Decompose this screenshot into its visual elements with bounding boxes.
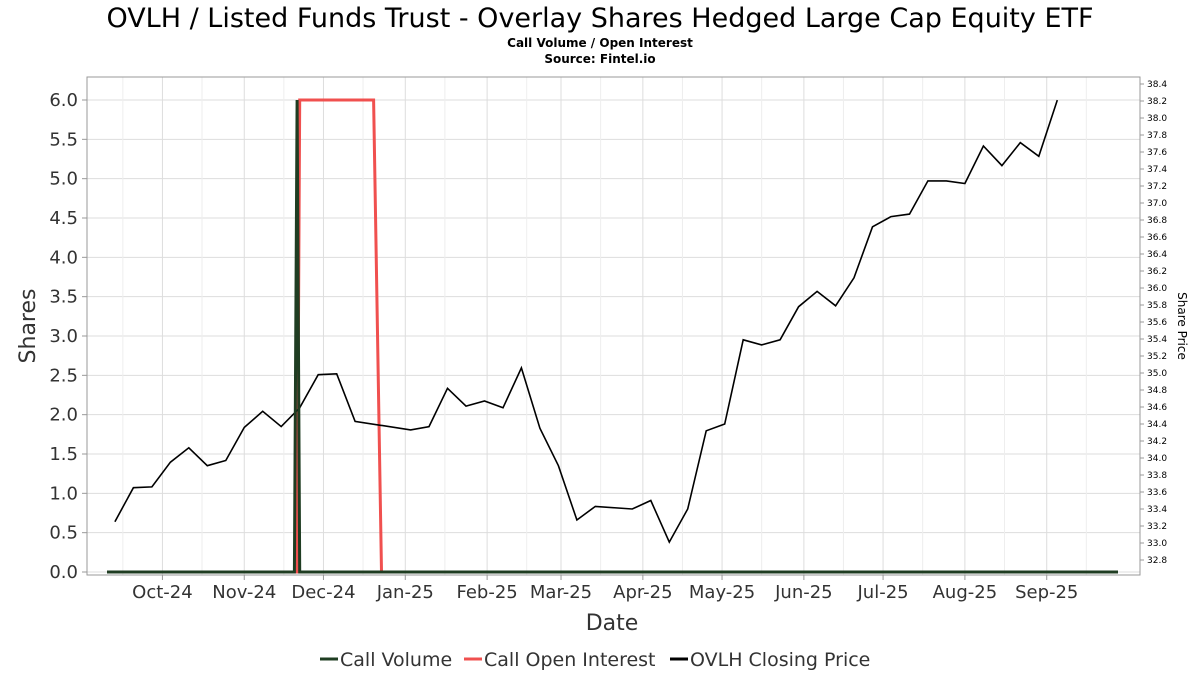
y2-tick-label: 33.8	[1147, 471, 1167, 481]
y-axis-left: 0.0 0.5 1.0 1.5 2.0 2.5 3.0 3.5 4.0 4.5 5.0 5.5 6.0	[49, 90, 87, 583]
y-tick-label: 1.0	[49, 483, 78, 504]
y2-tick-label: 36.4	[1147, 250, 1167, 260]
series-layer	[107, 98, 1118, 574]
x-axis-title: Date	[586, 611, 639, 636]
y-tick-label: 0.5	[49, 523, 78, 544]
y2-tick-label: 35.4	[1147, 335, 1167, 345]
y2-tick-label: 33.6	[1147, 488, 1167, 498]
x-axis: Oct-24 Nov-24 Dec-24 Jan-25 Feb-25 Mar-25 Apr-…	[132, 575, 1078, 603]
legend-label: Call Volume	[340, 649, 452, 671]
y-tick-label: 6.0	[49, 90, 78, 111]
x-tick-label: Mar-25	[530, 582, 592, 603]
y2-tick-label: 34.0	[1147, 454, 1167, 464]
legend-item-call-volume: Call Volume	[320, 649, 452, 671]
y2-tick-label: 36.2	[1147, 267, 1167, 277]
x-tick-label: Feb-25	[456, 582, 517, 603]
y2-tick-label: 34.4	[1147, 420, 1167, 430]
plot-area	[86, 76, 1141, 576]
y-tick-label: 2.0	[49, 405, 78, 426]
y2-tick-label: 34.6	[1147, 403, 1167, 413]
x-tick-label: Jan-25	[376, 582, 434, 603]
x-tick-label: Dec-24	[291, 582, 355, 603]
y-tick-label: 5.5	[49, 129, 78, 150]
legend: Call Volume Call Open Interest OVLH Closin…	[320, 649, 870, 671]
grid-layer	[87, 77, 1140, 575]
legend-label: OVLH Closing Price	[690, 649, 870, 671]
legend-item-ovlh-closing-price: OVLH Closing Price	[670, 649, 870, 671]
y-tick-label: 4.5	[49, 208, 78, 229]
x-tick-label: Apr-25	[613, 582, 672, 603]
x-tick-label: Sep-25	[1015, 582, 1078, 603]
x-tick-label: Nov-24	[212, 582, 276, 603]
y2-tick-label: 37.6	[1147, 148, 1167, 158]
y2-tick-label: 34.8	[1147, 386, 1167, 396]
chart-subtitle: Call Volume / Open Interest	[507, 36, 693, 50]
y2-tick-label: 37.0	[1147, 199, 1167, 209]
y-axis-right: 32.8 33.0 33.2 33.4 33.6 33.8 34.0 34.2 34.4 34.6…	[1140, 80, 1167, 566]
y2-axis-title: Share Price	[1175, 292, 1189, 360]
y-tick-label: 5.0	[49, 169, 78, 190]
y2-tick-label: 36.6	[1147, 233, 1167, 243]
x-tick-label: Jun-25	[774, 582, 833, 603]
chart-source: Source: Fintel.io	[544, 52, 656, 66]
y2-tick-label: 37.2	[1147, 182, 1167, 192]
y-tick-label: 2.5	[49, 365, 78, 386]
series-line-call-volume	[107, 99, 1118, 574]
y2-tick-label: 38.2	[1147, 97, 1167, 107]
y2-tick-label: 38.4	[1147, 80, 1167, 90]
y2-tick-label: 35.0	[1147, 369, 1167, 379]
y2-tick-label: 33.4	[1147, 505, 1167, 515]
y-tick-label: 3.5	[49, 287, 78, 308]
y2-tick-label: 35.8	[1147, 301, 1167, 311]
y2-tick-label: 35.2	[1147, 352, 1167, 362]
x-tick-label: Aug-25	[933, 582, 998, 603]
x-tick-label: Jul-25	[857, 582, 909, 603]
y2-tick-label: 37.4	[1147, 165, 1167, 175]
x-tick-label: May-25	[689, 582, 755, 603]
y2-tick-label: 33.0	[1147, 539, 1167, 549]
y2-tick-label: 34.2	[1147, 437, 1167, 447]
y2-tick-label: 35.6	[1147, 318, 1167, 328]
y-tick-label: 4.0	[49, 247, 78, 268]
y2-tick-label: 36.8	[1147, 216, 1167, 226]
y2-tick-label: 33.2	[1147, 522, 1167, 532]
y2-tick-label: 37.8	[1147, 131, 1167, 141]
series-line-ovlh-closing-price	[114, 99, 1059, 544]
chart-title: OVLH / Listed Funds Trust - Overlay Shar…	[106, 3, 1094, 34]
legend-item-call-open-interest: Call Open Interest	[464, 649, 656, 671]
y-tick-label: 3.0	[49, 326, 78, 347]
y-tick-label: 1.5	[49, 444, 78, 465]
y-tick-label: 0.0	[49, 562, 78, 583]
y-axis-title: Shares	[16, 289, 41, 364]
y2-tick-label: 32.8	[1147, 556, 1167, 566]
y2-tick-label: 36.0	[1147, 284, 1167, 294]
x-tick-label: Oct-24	[132, 582, 193, 603]
legend-label: Call Open Interest	[484, 649, 656, 671]
y2-tick-label: 38.0	[1147, 114, 1167, 124]
